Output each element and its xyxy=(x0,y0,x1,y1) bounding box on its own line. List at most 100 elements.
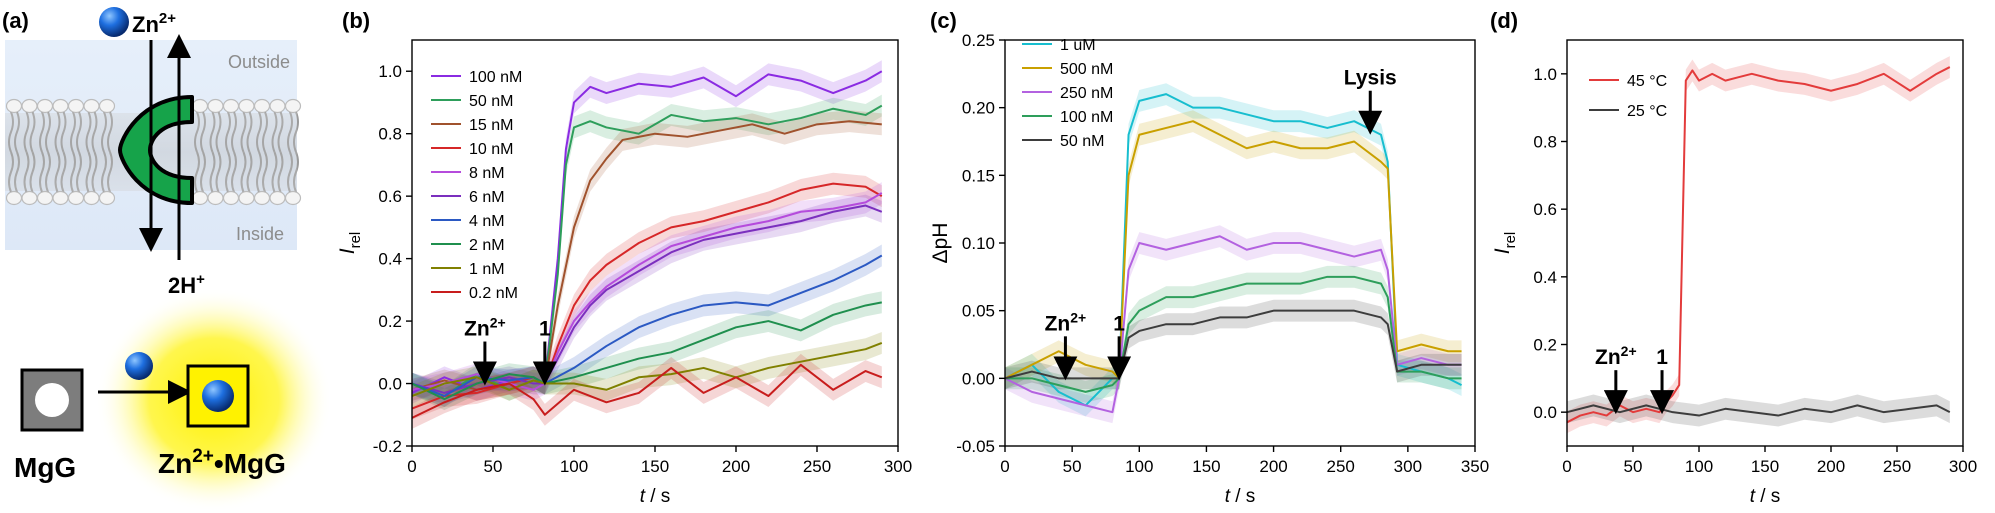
y-tick-label: 0.2 xyxy=(1533,336,1557,355)
chart-panel-b: (b) 0 50 100 150 200 250 300 -0.2 0.0 0.2 0.4 0.6 0.8… xyxy=(336,8,912,507)
y-tick-label: 0.0 xyxy=(378,375,402,394)
legend-entry: 100 nM xyxy=(469,69,522,86)
lipid-head-icon xyxy=(191,190,209,206)
legend-entry: 0.2 nM xyxy=(469,285,518,302)
x-tick-label: 300 xyxy=(884,457,912,476)
zinc-ion-label: Zn2+ xyxy=(132,10,176,37)
legend-entry: 10 nM xyxy=(469,141,513,158)
legend-entry: 15 nM xyxy=(469,117,513,134)
lipid-head-icon xyxy=(238,98,255,114)
lipid-head-icon xyxy=(5,190,23,206)
zinc-ion-icon xyxy=(99,7,129,37)
x-tick-label: 50 xyxy=(1624,457,1643,476)
lipid-head-icon xyxy=(222,190,240,206)
lipid-head-icon xyxy=(21,98,38,114)
legend-entry: 4 nM xyxy=(469,213,505,230)
lipid-head-icon xyxy=(36,98,54,114)
x-tick-label: 150 xyxy=(1751,457,1779,476)
y-tick-label: 0.25 xyxy=(962,31,995,50)
lipid-head-icon xyxy=(5,98,23,114)
lipid-head-icon xyxy=(253,190,271,206)
chart-panel-d: (d) 0 50 100 150 200 250 300 0.0 0.2 0.4 0.6 0.8 1.0 t… xyxy=(1490,8,1977,507)
lipid-head-icon xyxy=(98,98,116,114)
panel-label: (d) xyxy=(1490,8,1518,33)
legend-entry: 25 °C xyxy=(1627,103,1667,120)
y-tick-label: 0.05 xyxy=(962,302,995,321)
legend-entry: 100 nM xyxy=(1060,109,1113,126)
x-tick-label: 100 xyxy=(1125,457,1153,476)
y-tick-label: 0.10 xyxy=(962,234,995,253)
y-axis-label: Irel xyxy=(1491,232,1519,255)
chart-panel-c: (c) 0 50 100 150 200 250 300 350 -0.05 0.00 0.05 0.1… xyxy=(929,8,1489,507)
series-line xyxy=(411,363,883,419)
series-error-band xyxy=(1005,110,1462,390)
lipid-head-icon xyxy=(238,190,255,206)
series-line xyxy=(411,204,883,394)
legend-entry: 50 nM xyxy=(1060,133,1104,150)
series-line xyxy=(411,301,882,401)
probe-bound-label: Zn2+•MgG xyxy=(158,446,286,479)
probe-bound-zinc-icon xyxy=(202,380,234,412)
lipid-head-icon xyxy=(253,98,271,114)
plot-frame xyxy=(1566,39,1964,447)
outside-label: Outside xyxy=(228,52,290,72)
x-tick-label: 200 xyxy=(722,457,750,476)
legend-entry: 1 uM xyxy=(1060,37,1096,54)
lipid-head-icon xyxy=(52,98,69,114)
x-tick-label: 0 xyxy=(1562,457,1571,476)
annotation-label: Lysis xyxy=(1344,67,1397,90)
y-tick-label: 0.15 xyxy=(962,166,995,185)
legend-entry: 500 nM xyxy=(1060,61,1113,78)
y-tick-label: 0.6 xyxy=(1533,200,1557,219)
x-tick-label: 300 xyxy=(1394,457,1422,476)
y-tick-label: 0.4 xyxy=(378,250,402,269)
x-tick-label: 250 xyxy=(1327,457,1355,476)
y-tick-label: 0.6 xyxy=(378,187,402,206)
series-line xyxy=(1005,275,1462,393)
lipid-head-icon xyxy=(269,190,286,206)
x-tick-label: 250 xyxy=(803,457,831,476)
lipid-head-icon xyxy=(222,98,240,114)
annotation-label: 1 xyxy=(539,318,551,341)
lipid-head-icon xyxy=(284,98,302,114)
lipid-head-icon xyxy=(269,98,286,114)
lipid-head-icon xyxy=(52,190,69,206)
panel-label: (b) xyxy=(342,8,370,33)
x-tick-label: 50 xyxy=(484,457,503,476)
y-tick-label: 0.8 xyxy=(378,125,402,144)
legend-entry: 2 nM xyxy=(469,237,505,254)
x-axis-label: t / s xyxy=(1750,486,1781,507)
series-line xyxy=(1566,404,1951,417)
y-tick-label: -0.05 xyxy=(956,437,995,456)
lipid-head-icon xyxy=(83,190,100,206)
legend-entry: 45 °C xyxy=(1627,73,1667,90)
y-tick-label: -0.2 xyxy=(373,437,402,456)
x-tick-label: 150 xyxy=(1192,457,1220,476)
x-tick-label: 0 xyxy=(1000,457,1009,476)
lipid-head-icon xyxy=(36,190,54,206)
x-tick-label: 0 xyxy=(407,457,416,476)
probe-free-core-icon xyxy=(35,383,69,417)
y-tick-label: 0.8 xyxy=(1533,133,1557,152)
lipid-head-icon xyxy=(207,190,224,206)
legend-entry: 250 nM xyxy=(1060,85,1113,102)
annotation-label: 1 xyxy=(1113,312,1125,335)
y-tick-label: 0.2 xyxy=(378,312,402,331)
series-error-band xyxy=(412,94,882,407)
x-tick-label: 250 xyxy=(1883,457,1911,476)
series-line xyxy=(1004,120,1462,380)
series-line xyxy=(411,254,883,398)
series-error-band xyxy=(412,60,882,404)
x-tick-label: 350 xyxy=(1461,457,1489,476)
x-tick-label: 150 xyxy=(641,457,669,476)
y-tick-label: 0.00 xyxy=(962,369,995,388)
panel-label: (c) xyxy=(930,8,957,33)
x-tick-label: 200 xyxy=(1259,457,1287,476)
y-axis-label: ΔpH xyxy=(929,223,952,264)
x-axis-label: t / s xyxy=(1225,486,1256,507)
y-tick-label: 0.0 xyxy=(1533,403,1557,422)
x-axis-label: t / s xyxy=(640,486,671,507)
panel-a-label: (a) xyxy=(2,8,29,33)
lipid-head-icon xyxy=(207,98,224,114)
